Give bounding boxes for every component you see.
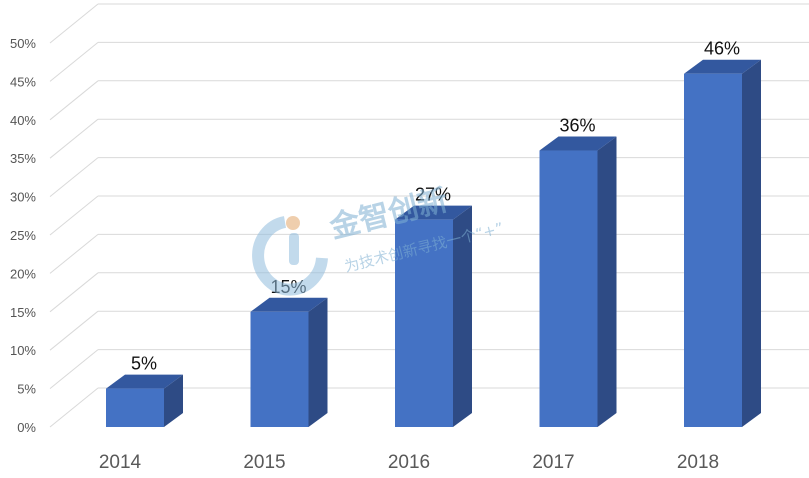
gridline-depth — [49, 272, 99, 313]
bar-side — [453, 205, 472, 427]
bar-side — [164, 374, 183, 427]
gridline-depth — [49, 80, 99, 121]
data-label: 46% — [704, 39, 740, 59]
gridline-depth — [49, 42, 99, 82]
bar — [106, 388, 164, 427]
bar-top — [395, 205, 472, 220]
y-axis-tick-labels: 0% 5% 10% 15% 20% 25% 30% 35% 40% 45% 50% — [10, 36, 36, 435]
data-label: 36% — [559, 116, 595, 136]
data-label: 5% — [131, 354, 157, 374]
y-tick-label: 5% — [17, 382, 36, 397]
bar — [539, 150, 598, 427]
gridline-depth — [49, 195, 99, 236]
gridline-depth — [49, 349, 99, 389]
y-tick-label: 30% — [10, 190, 36, 205]
gridline-depth — [49, 310, 99, 351]
gridline-depth — [49, 118, 99, 159]
category-label: 2014 — [99, 452, 142, 473]
gridline-depth — [49, 3, 99, 44]
bars: 5%15%27%36%46% — [106, 39, 761, 427]
bar-top — [539, 136, 617, 151]
bar — [395, 219, 453, 427]
gridline-depth — [49, 387, 99, 428]
bar — [684, 73, 742, 427]
y-tick-label: 0% — [17, 420, 36, 435]
category-label: 2015 — [243, 452, 285, 473]
y-tick-label: 40% — [10, 113, 36, 128]
bar-top — [684, 59, 761, 74]
gridline-depth — [49, 157, 99, 197]
bar-side — [308, 297, 328, 427]
x-axis-category-labels: 2014 2015 2016 2017 2018 — [99, 452, 719, 473]
bar-side — [597, 136, 617, 427]
y-tick-label: 45% — [10, 74, 36, 89]
y-tick-label: 15% — [10, 305, 36, 320]
watermark-logo-icon — [252, 216, 328, 296]
y-tick-label: 20% — [10, 266, 36, 281]
y-tick-label: 25% — [10, 228, 36, 243]
y-tick-label: 50% — [10, 36, 36, 51]
y-tick-label: 10% — [10, 343, 36, 358]
y-tick-label: 35% — [10, 151, 36, 166]
gridline-depth — [49, 234, 99, 274]
category-label: 2017 — [532, 452, 574, 473]
bar-top — [250, 297, 328, 312]
category-label: 2018 — [677, 452, 719, 473]
bar — [250, 311, 309, 427]
data-label: 27% — [415, 185, 451, 205]
bar-side — [742, 59, 761, 427]
category-label: 2016 — [388, 452, 430, 473]
bar-top — [106, 374, 183, 389]
